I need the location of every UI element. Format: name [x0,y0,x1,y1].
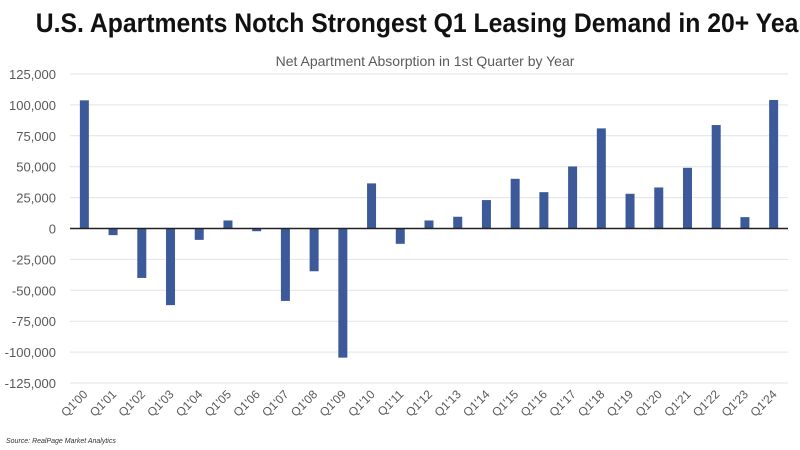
x-tick-label: Q1'06 [231,387,264,420]
x-tick-label: Q1'21 [661,387,694,420]
x-tick-label: Q1'15 [489,387,522,420]
y-tick-label: -75,000 [12,314,56,329]
bar-Q1'11 [395,228,405,244]
headline: U.S. Apartments Notch Strongest Q1 Leasi… [35,8,800,38]
bar-Q1'21 [682,167,692,229]
bar-Q1'13 [453,216,463,229]
y-tick-label: 100,000 [9,98,56,113]
bar-Q1'17 [568,166,578,229]
bar-Q1'08 [309,228,319,272]
y-tick-label: -25,000 [12,252,56,267]
bar-Q1'03 [166,228,176,306]
bar-Q1'19 [625,193,635,229]
bar-Q1'23 [740,217,750,229]
bar-Q1'12 [424,220,434,229]
x-tick-label: Q1'07 [259,387,292,420]
bar-Q1'24 [769,99,779,229]
bar-Q1'14 [481,200,491,229]
y-tick-label: 75,000 [16,129,56,144]
chart-title: Net Apartment Absorption in 1st Quarter … [276,53,575,69]
y-tick-label: 50,000 [16,160,56,175]
bar-Q1'04 [194,228,204,240]
bar-Q1'07 [280,228,290,301]
bar-Q1'06 [252,228,262,232]
x-tick-label: Q1'08 [288,387,321,420]
x-tick-label: Q1'14 [460,387,493,420]
x-tick-label: Q1'12 [403,387,436,420]
x-tick-label: Q1'04 [173,387,206,420]
bar-Q1'22 [711,125,721,229]
bar-Q1'05 [223,220,233,229]
bar-Q1'20 [654,187,664,229]
x-tick-label: Q1'18 [575,387,608,420]
bar-Q1'18 [596,128,606,229]
bar-Q1'01 [108,228,118,236]
x-tick-label: Q1'22 [690,387,723,420]
x-tick-label: Q1'16 [518,387,551,420]
bar-Q1'10 [367,183,377,229]
y-tick-label: -125,000 [5,376,56,391]
x-tick-label: Q1'11 [375,387,407,419]
x-tick-label: Q1'00 [58,387,91,420]
source-note: Source: RealPage Market Analytics [6,438,116,445]
x-tick-label: Q1'23 [719,387,752,420]
y-tick-label: 25,000 [16,191,56,206]
x-tick-label: Q1'01 [87,387,120,420]
x-tick-label: Q1'05 [202,387,235,420]
y-tick-label: 125,000 [9,67,56,82]
headline-container: U.S. Apartments Notch Strongest Q1 Leasi… [0,6,800,40]
bar-Q1'02 [137,228,147,278]
y-tick-label: -100,000 [5,345,56,360]
x-tick-label: Q1'20 [633,387,666,420]
x-tick-label: Q1'03 [144,387,177,420]
bar-Q1'15 [510,178,520,229]
bar-Q1'09 [338,228,348,358]
x-tick-label: Q1'02 [116,387,149,420]
x-tick-label: Q1'17 [546,387,579,420]
bar-Q1'00 [79,100,89,229]
x-tick-label: Q1'10 [345,387,378,420]
y-tick-label: 0 [49,222,56,237]
x-tick-label: Q1'09 [317,387,350,420]
bar-Q1'16 [539,192,549,229]
x-tick-label: Q1'19 [604,387,637,420]
x-tick-label: Q1'24 [747,387,780,420]
y-tick-label: -50,000 [12,283,56,298]
x-tick-label: Q1'13 [432,387,465,420]
